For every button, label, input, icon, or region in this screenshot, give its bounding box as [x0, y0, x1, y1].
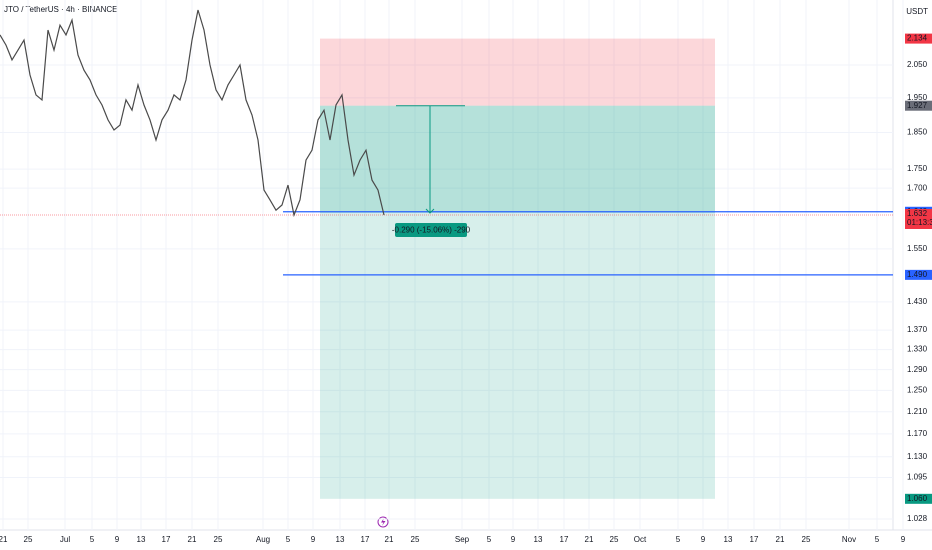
measure-arrow-head — [425, 208, 435, 214]
price-label: 1.632 — [907, 209, 928, 218]
x-tick-label: Sep — [455, 535, 470, 544]
measure-label-box — [395, 222, 467, 237]
y-tick-label: 1.750 — [907, 164, 928, 173]
price-label-box — [905, 269, 932, 280]
x-tick-label: 9 — [115, 535, 120, 544]
y-tick-label: 1.028 — [907, 514, 928, 523]
y-tick-label: 1.290 — [907, 365, 928, 374]
event-bolt — [381, 518, 386, 526]
measure-label: -0.290 (-15.06%) -290 — [392, 226, 471, 235]
price-label: 1.060 — [907, 494, 928, 503]
x-tick-label: 21 — [585, 535, 594, 544]
x-tick-label: 13 — [534, 535, 543, 544]
price-label-box — [905, 493, 932, 504]
y-tick-label: 1.430 — [907, 297, 928, 306]
y-tick-label: 1.250 — [907, 385, 928, 394]
stop-zone — [320, 38, 715, 106]
price-label: 1.927 — [907, 101, 928, 110]
x-tick-label: 13 — [336, 535, 345, 544]
x-tick-label: 9 — [701, 535, 706, 544]
x-tick-label: 17 — [560, 535, 569, 544]
x-tick-label: 5 — [286, 535, 291, 544]
x-tick-label: 21 — [776, 535, 785, 544]
x-tick-label: 25 — [411, 535, 420, 544]
price-label-box — [905, 100, 932, 111]
x-tick-label: 5 — [487, 535, 492, 544]
x-tick-label: 17 — [750, 535, 759, 544]
currency-label: USDT — [906, 7, 928, 16]
filled-zone — [320, 105, 715, 213]
y-tick-label: 1.850 — [907, 128, 928, 137]
x-tick-label: Aug — [256, 535, 270, 544]
x-tick-label: 17 — [361, 535, 370, 544]
y-tick-label: 1.550 — [907, 244, 928, 253]
x-tick-label: 9 — [901, 535, 906, 544]
x-tick-label: 25 — [610, 535, 619, 544]
target-zone — [320, 105, 715, 499]
chart-title: JTO / TetherUS · 4h · BINANCE — [4, 5, 118, 14]
x-tick-label: 9 — [311, 535, 316, 544]
y-tick-label: 1.700 — [907, 183, 928, 192]
x-tick-label: Jul — [60, 535, 70, 544]
y-tick-label: 1.950 — [907, 93, 928, 102]
y-tick-label: 1.130 — [907, 452, 928, 461]
lightning-icon[interactable] — [377, 516, 389, 528]
x-tick-label: 21 — [385, 535, 394, 544]
x-tick-label: 5 — [676, 535, 681, 544]
y-tick-label: 1.330 — [907, 345, 928, 354]
countdown-label: 01:13:35 — [907, 218, 932, 227]
x-tick-label: 13 — [137, 535, 146, 544]
x-tick-label: 25 — [802, 535, 811, 544]
x-tick-label: Oct — [634, 535, 647, 544]
y-tick-label: 2.050 — [907, 60, 928, 69]
x-tick-label: 21 — [188, 535, 197, 544]
x-tick-label: 9 — [511, 535, 516, 544]
y-tick-label: 1.095 — [907, 473, 928, 482]
price-label-box — [905, 33, 932, 44]
x-tick-label: 17 — [162, 535, 171, 544]
event-icon[interactable] — [377, 516, 389, 528]
x-tick-label: 13 — [724, 535, 733, 544]
x-tick-label: 25 — [214, 535, 223, 544]
price-label: 1.490 — [907, 270, 928, 279]
y-tick-label: 1.210 — [907, 407, 928, 416]
price-label: 2.134 — [907, 34, 928, 43]
y-tick-label: 1.170 — [907, 429, 928, 438]
price-line — [0, 9, 385, 218]
x-tick-label: 5 — [90, 535, 95, 544]
x-tick-label: 25 — [24, 535, 33, 544]
x-tick-label: 21 — [0, 535, 8, 544]
y-tick-label: 1.370 — [907, 325, 928, 334]
price-label-box — [905, 208, 932, 229]
x-tick-label: 5 — [875, 535, 880, 544]
x-tick-label: Nov — [842, 535, 856, 544]
